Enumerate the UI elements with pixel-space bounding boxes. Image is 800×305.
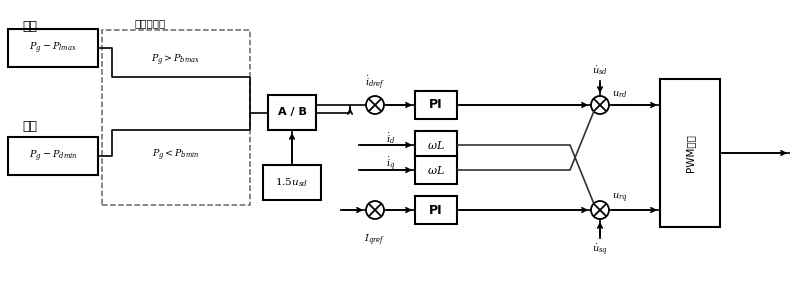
- Text: 放电: 放电: [22, 120, 37, 134]
- Text: $I_{qref}$: $I_{qref}$: [365, 233, 386, 248]
- Text: $\dot{i}_{dref}$: $\dot{i}_{dref}$: [365, 75, 385, 92]
- Text: A / B: A / B: [278, 107, 306, 117]
- Text: PI: PI: [429, 203, 443, 217]
- Text: $u_{rq}$: $u_{rq}$: [612, 192, 627, 205]
- Bar: [660, 79, 720, 227]
- Bar: [268, 95, 316, 130]
- Bar: [415, 131, 457, 159]
- Bar: [415, 156, 457, 184]
- Text: $P_g-P_{dmin}$: $P_g-P_{dmin}$: [29, 149, 78, 163]
- Bar: [415, 91, 457, 119]
- Bar: [8, 29, 98, 67]
- Bar: [8, 137, 98, 175]
- Text: $\dot{u}_{sq}$: $\dot{u}_{sq}$: [592, 243, 608, 258]
- Text: 充电: 充电: [22, 20, 37, 34]
- Text: 充放电路择: 充放电路择: [134, 18, 166, 28]
- Bar: [263, 165, 321, 200]
- Text: $\dot{i}_q$: $\dot{i}_q$: [386, 155, 395, 173]
- Text: $P_g-P_{lmax}$: $P_g-P_{lmax}$: [29, 41, 77, 56]
- Text: $\omega L$: $\omega L$: [427, 164, 445, 176]
- Text: $1.5u_{sd}$: $1.5u_{sd}$: [275, 176, 309, 189]
- Text: $P_g>P_{bmax}$: $P_g>P_{bmax}$: [151, 52, 201, 67]
- Text: PI: PI: [429, 99, 443, 112]
- Bar: [102, 30, 250, 205]
- Text: $\omega L$: $\omega L$: [427, 139, 445, 151]
- Text: $P_g<P_{bmin}$: $P_g<P_{bmin}$: [152, 147, 200, 163]
- Text: $\dot{i}_d$: $\dot{i}_d$: [386, 132, 395, 146]
- Text: PWM调制: PWM调制: [685, 134, 695, 172]
- Bar: [415, 196, 457, 224]
- Text: $\dot{u}_{sd}$: $\dot{u}_{sd}$: [592, 64, 608, 77]
- Text: $u_{rd}$: $u_{rd}$: [612, 89, 627, 100]
